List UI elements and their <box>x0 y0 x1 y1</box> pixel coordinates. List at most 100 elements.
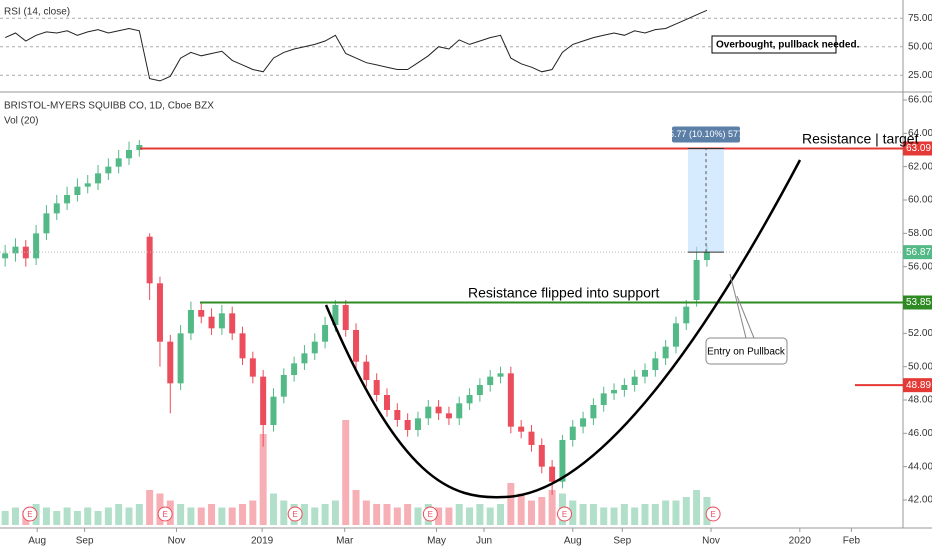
volume-bar <box>641 504 649 525</box>
candle-body <box>332 305 339 325</box>
candle-body <box>156 283 163 342</box>
x-tick-label: Aug <box>564 536 582 547</box>
volume-bar <box>476 504 484 525</box>
level-label: 56.87 <box>906 247 931 258</box>
level-tag <box>903 378 932 393</box>
volume-bar <box>497 504 505 525</box>
volume-bar <box>682 497 690 525</box>
y-tick-label: 52.00 <box>908 328 932 339</box>
x-tick-label: Feb <box>843 536 861 547</box>
entry-pointer <box>736 295 755 339</box>
x-tick-label: May <box>427 536 446 547</box>
marks: 63.09 53.85 56.87 48.89 5.77 (10.10%) 577 E E E… <box>0 9 932 525</box>
volume-bar <box>331 500 339 525</box>
volume-bar <box>693 490 701 525</box>
candle-body <box>353 330 360 362</box>
volume-bar <box>600 507 608 525</box>
candle-body <box>249 358 256 377</box>
candle-body <box>672 323 679 347</box>
volume-bar <box>620 504 628 525</box>
volume-bar <box>177 504 185 525</box>
volume-bar <box>300 504 308 525</box>
y-tick-label: 60.00 <box>908 195 932 206</box>
volume-bar <box>517 493 525 525</box>
y-tick-label: 44.00 <box>908 461 932 472</box>
candle-body <box>466 395 473 404</box>
entry-label: Entry on Pullback <box>707 347 786 358</box>
y-tick-label: 62.00 <box>908 161 932 172</box>
candle-body <box>456 403 463 419</box>
candle-body <box>693 260 700 300</box>
level-tag <box>903 295 932 310</box>
volume-bar <box>527 500 535 525</box>
earnings-marker <box>422 506 438 522</box>
candle-body <box>105 166 112 174</box>
x-tick-label: Nov <box>702 536 720 547</box>
candle-body <box>487 376 494 385</box>
volume-bar <box>610 507 618 525</box>
volume-bar <box>651 504 659 525</box>
x-tick-label: Aug <box>28 536 46 547</box>
volume-bar <box>249 500 257 525</box>
candle-body <box>53 203 60 214</box>
volume-bar <box>342 420 350 525</box>
support-label: Resistance flipped into support <box>468 285 660 301</box>
volume-bar <box>393 507 401 525</box>
volume-bar <box>548 490 556 525</box>
volume-bar <box>94 511 102 525</box>
level-tag <box>903 141 932 156</box>
y-tick-label: 25.00 <box>908 70 932 81</box>
x-tick-label: 2019 <box>251 536 274 547</box>
measure-box <box>688 148 724 253</box>
rsi-label: RSI (14, close) <box>4 7 70 18</box>
level-tag <box>903 245 932 260</box>
candle-body <box>22 246 29 259</box>
volume-bar <box>589 504 597 525</box>
volume-bar <box>208 504 216 525</box>
earnings-label: E <box>710 510 715 519</box>
volume-bar <box>507 483 515 525</box>
volume-bar <box>631 507 639 525</box>
candle-body <box>291 363 298 375</box>
volume-bar <box>125 507 133 525</box>
volume-bar <box>1 511 9 525</box>
volume-bar <box>579 504 587 525</box>
earnings-marker <box>705 506 721 522</box>
volume-bar <box>187 507 195 525</box>
volume-bar <box>569 500 577 525</box>
volume-bar <box>321 504 329 525</box>
volume-bar <box>383 504 391 525</box>
earnings-marker <box>287 506 303 522</box>
grid: 42.0044.0046.0048.0050.0052.0054.0056.00… <box>0 13 932 547</box>
candle-body <box>187 310 194 334</box>
candle-body <box>662 346 669 359</box>
earnings-label: E <box>562 510 567 519</box>
earnings-label: E <box>162 510 167 519</box>
volume-bar <box>42 507 50 525</box>
candle-body <box>2 253 9 259</box>
candle-body <box>115 158 122 167</box>
level-label: 48.89 <box>906 380 931 391</box>
volume-bar <box>414 507 422 525</box>
candle-body <box>683 306 690 324</box>
volume-bar <box>486 507 494 525</box>
candle-body <box>549 466 556 482</box>
earnings-marker <box>22 506 38 522</box>
candle-body <box>538 445 545 467</box>
volume-bar <box>84 507 92 525</box>
volume-bar <box>435 507 443 525</box>
volume-label: Vol (20) <box>4 116 38 127</box>
y-tick-label: 66.00 <box>908 95 932 106</box>
candle-body <box>476 385 483 395</box>
candle-body <box>384 395 390 410</box>
volume-bar <box>73 511 81 525</box>
volume-bar <box>373 504 381 525</box>
level-label: 53.85 <box>906 297 931 308</box>
candle-body <box>146 236 153 284</box>
target-label: Resistance | target <box>802 131 919 147</box>
symbol: BRISTOL-MYERS SQUIBB CO, 1D, Cboe BZX <box>4 101 214 112</box>
rsi-note-box <box>711 35 837 54</box>
volume-bar <box>11 507 19 525</box>
candle-body <box>518 426 525 432</box>
earnings-marker <box>157 506 173 522</box>
